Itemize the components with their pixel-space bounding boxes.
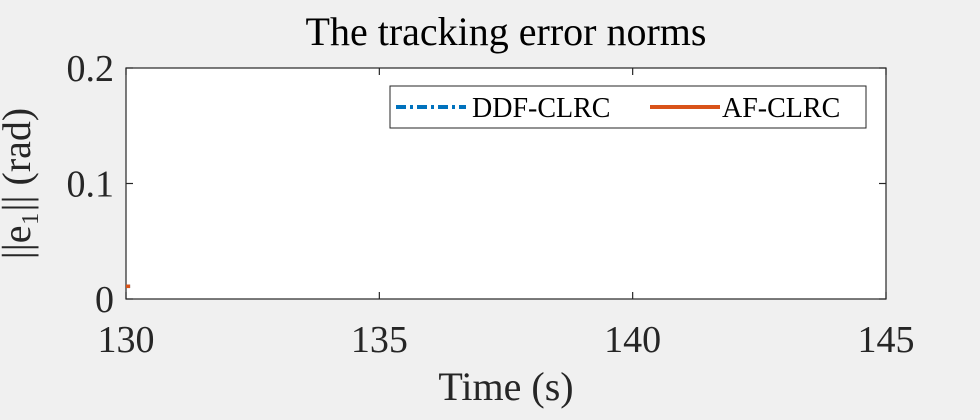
x-tick-label: 140	[604, 319, 661, 361]
chart-title: The tracking error norms	[306, 9, 707, 54]
legend-label-0: DDF-CLRC	[472, 93, 610, 124]
legend-label-1: AF-CLRC	[722, 93, 840, 124]
y-axis: 0 0.1 0.2	[67, 48, 886, 321]
y-tick-label: 0.1	[67, 164, 115, 206]
x-tick-label: 135	[351, 319, 408, 361]
legend: DDF-CLRC AF-CLRC	[389, 85, 867, 129]
x-tick-label: 130	[98, 319, 155, 361]
y-axis-label: ||e₁|| (rad)	[0, 108, 39, 259]
y-tick-label: 0	[95, 279, 114, 321]
x-axis-label: Time (s)	[438, 364, 573, 409]
legend-box	[389, 85, 867, 129]
y-tick-label: 0.2	[67, 48, 115, 90]
x-axis: 130 135 140 145	[98, 68, 915, 361]
x-tick-label: 145	[858, 319, 915, 361]
